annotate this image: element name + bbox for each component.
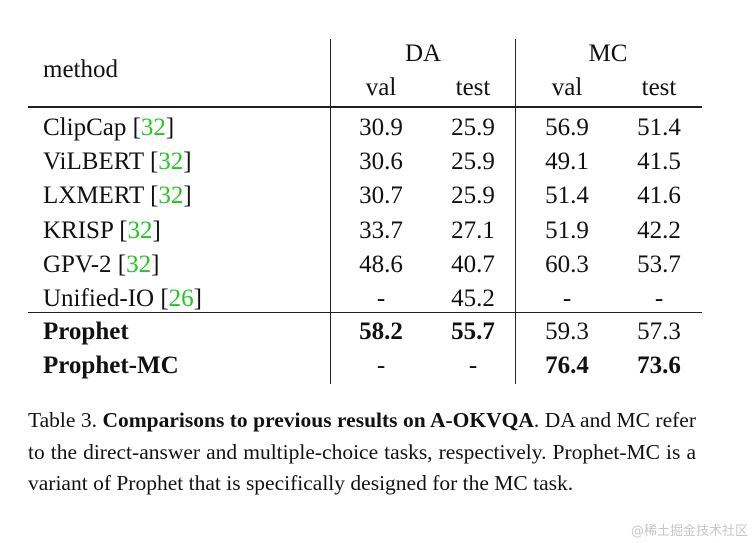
value-cell-mc-val: 56.9 xyxy=(545,114,589,141)
ours-rule xyxy=(28,312,702,313)
value-cell-mc-test: 53.7 xyxy=(637,250,681,278)
value-cell-mc-test: - xyxy=(654,285,664,312)
ours-value-cell-da-test: 55.7 xyxy=(451,318,495,345)
ours-value-cell-mc-test: 73.6 xyxy=(637,352,681,380)
ours-method-name: Prophet xyxy=(43,318,129,345)
da-test-header: test xyxy=(455,74,491,101)
bracket-close: ] xyxy=(193,285,202,312)
method-name: Unified-IO xyxy=(43,285,161,312)
value-cell-mc-val: - xyxy=(562,285,572,312)
ours-value-cell-da-test: - xyxy=(468,352,478,380)
caption-label: Table 3. xyxy=(28,408,98,432)
citation-link[interactable]: 32 xyxy=(140,114,166,141)
table-caption: Table 3. Comparisons to previous results… xyxy=(28,405,696,500)
da-val-header: val xyxy=(365,74,397,101)
bracket-close: ] xyxy=(151,250,160,278)
method-cell: ViLBERT [32] xyxy=(43,145,192,179)
method-name: ViLBERT xyxy=(43,148,150,176)
bracket-close: ] xyxy=(165,114,175,141)
ours-value-cell-mc-val: 59.3 xyxy=(545,318,589,345)
value-cell-mc-val: 49.1 xyxy=(545,148,589,176)
citation-link[interactable]: 32 xyxy=(127,216,153,244)
value-cell-mc-val: 60.3 xyxy=(545,250,589,278)
method-cell: ClipCap [32] xyxy=(43,111,174,145)
method-cell: LXMERT [32] xyxy=(43,179,192,213)
bracket-open: [ xyxy=(160,285,169,312)
mc-val-header: val xyxy=(551,74,583,101)
bracket-open: [ xyxy=(149,148,159,176)
bracket-open: [ xyxy=(119,216,128,244)
bracket-open: [ xyxy=(150,182,159,210)
ours-method-name: Prophet-MC xyxy=(43,352,179,380)
method-name: KRISP xyxy=(43,216,120,244)
citation-link[interactable]: 26 xyxy=(168,285,194,312)
header-rule xyxy=(28,106,702,108)
method-cell: KRISP [32] xyxy=(43,214,161,248)
value-cell-mc-test: 51.4 xyxy=(637,114,681,141)
value-cell-da-test: 27.1 xyxy=(451,216,495,244)
ours-value-cell-da-val: 58.2 xyxy=(359,318,403,345)
caption-text: . DA and MC refer to the direct-answer a… xyxy=(28,408,696,495)
bracket-close: ] xyxy=(152,216,161,244)
caption-title: Comparisons to previous results on A-OKV… xyxy=(102,408,534,432)
watermark: @稀土掘金技术社区 xyxy=(630,524,748,539)
value-cell-da-val: 48.6 xyxy=(359,250,403,278)
value-cell-da-val: - xyxy=(376,285,386,312)
method-header: method xyxy=(43,56,118,83)
method-name: LXMERT xyxy=(43,182,151,210)
citation-link[interactable]: 32 xyxy=(158,182,184,210)
citation-link[interactable]: 32 xyxy=(158,148,184,176)
vertical-rule-2 xyxy=(515,39,516,384)
value-cell-da-val: 30.6 xyxy=(359,148,403,176)
value-cell-da-val: 30.7 xyxy=(359,182,403,210)
mc-group-header: MC xyxy=(588,40,628,67)
value-cell-da-test: 40.7 xyxy=(451,250,495,278)
method-cell: GPV-2 [32] xyxy=(43,248,159,282)
ours-value-cell-mc-test: 57.3 xyxy=(637,318,681,345)
method-cell: Unified-IO [26] xyxy=(43,282,202,316)
bracket-open: [ xyxy=(117,250,127,278)
mc-test-header: test xyxy=(641,74,677,101)
method-name: GPV-2 xyxy=(43,250,118,278)
results-table: method DA MC val test val test ClipCap [… xyxy=(28,22,702,384)
value-cell-da-val: 30.9 xyxy=(359,114,403,141)
value-cell-mc-test: 41.6 xyxy=(637,182,681,210)
value-cell-da-test: 25.9 xyxy=(451,148,495,176)
value-cell-mc-val: 51.9 xyxy=(545,216,589,244)
ours-value-cell-da-val: - xyxy=(376,352,386,380)
bracket-close: ] xyxy=(183,182,192,210)
value-cell-da-test: 25.9 xyxy=(451,182,495,210)
citation-link[interactable]: 32 xyxy=(126,250,152,278)
value-cell-da-test: 25.9 xyxy=(451,114,495,141)
value-cell-da-val: 33.7 xyxy=(359,216,403,244)
value-cell-mc-val: 51.4 xyxy=(545,182,589,210)
vertical-rule-1 xyxy=(330,39,331,384)
value-cell-da-test: 45.2 xyxy=(451,285,495,312)
value-cell-mc-test: 42.2 xyxy=(637,216,681,244)
method-name: ClipCap xyxy=(43,114,133,141)
bracket-open: [ xyxy=(132,114,141,141)
da-group-header: DA xyxy=(404,40,442,67)
bracket-close: ] xyxy=(183,148,192,176)
value-cell-mc-test: 41.5 xyxy=(637,148,681,176)
ours-value-cell-mc-val: 76.4 xyxy=(545,352,589,380)
